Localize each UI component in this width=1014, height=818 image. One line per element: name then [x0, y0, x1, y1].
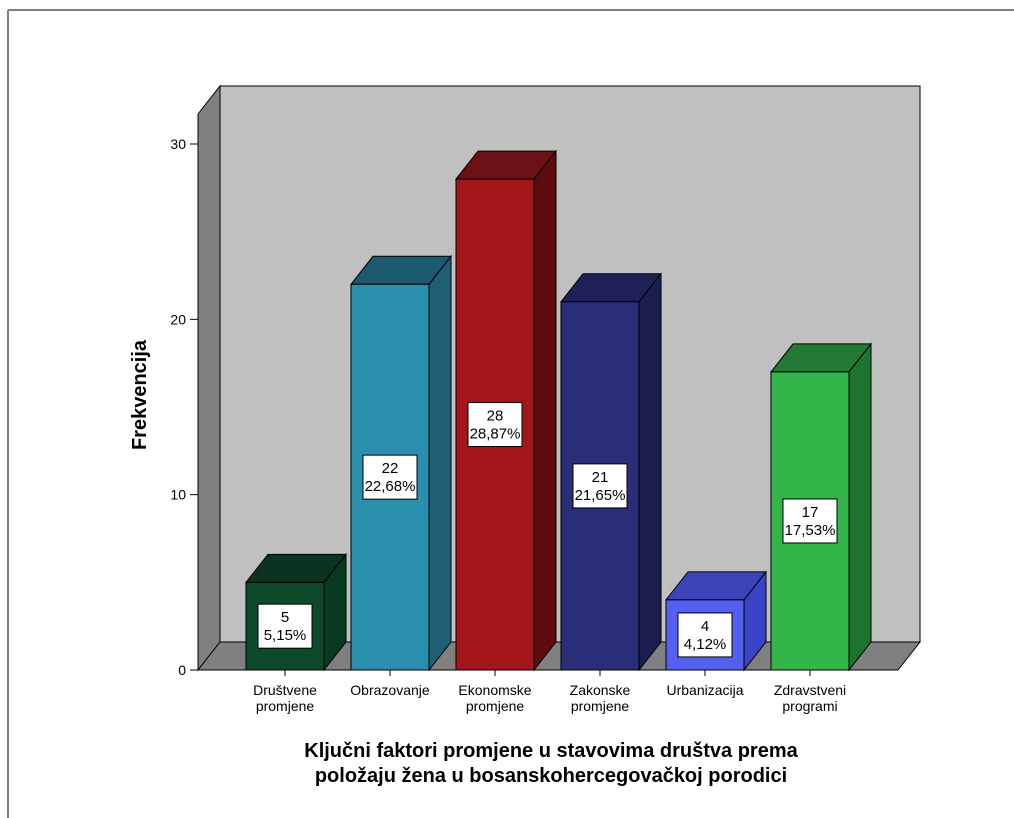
data-label-count: 17 — [802, 504, 819, 521]
x-tick-label: Ekonomske — [458, 682, 531, 698]
x-tick-label: Obrazovanje — [350, 682, 430, 698]
x-axis-title-line-1: Ključni faktori promjene u stavovima dru… — [304, 740, 798, 762]
data-label-box — [782, 498, 838, 544]
data-label-count: 28 — [487, 408, 504, 425]
x-tick-label: Zdravstveni — [774, 682, 846, 698]
data-label-box — [362, 454, 418, 500]
y-tick-label: 0 — [178, 662, 186, 678]
data-label-box — [677, 612, 733, 658]
data-label: 44,12% — [677, 612, 733, 658]
bar — [244, 552, 348, 672]
bar-side — [428, 254, 452, 672]
y-tick-label: 30 — [170, 136, 186, 152]
data-label-percent: 28,87% — [470, 426, 521, 443]
x-tick-label: Društvene — [253, 682, 317, 698]
bar-side — [848, 342, 872, 672]
data-label-percent: 21,65% — [575, 487, 626, 504]
x-axis-title-line-2: položaju žena u bosanskohercegovačkoj po… — [315, 765, 787, 787]
x-tick-label: Urbanizacija — [666, 682, 743, 698]
x-tick-label: promjene — [571, 698, 630, 714]
data-label-count: 4 — [701, 618, 709, 635]
data-label: 55,15% — [257, 603, 313, 649]
data-label-box — [467, 402, 523, 448]
data-label-percent: 4,12% — [684, 636, 727, 653]
x-tick-label: promjene — [466, 698, 525, 714]
x-tick-label: programi — [782, 698, 837, 714]
bar-side — [533, 149, 557, 672]
data-label-count: 22 — [382, 460, 399, 477]
data-label-percent: 17,53% — [785, 522, 836, 539]
side-wall — [197, 84, 221, 672]
x-tick-label: Zakonske — [570, 682, 631, 698]
data-label-count: 21 — [592, 469, 609, 486]
y-axis: 0 10 20 30 — [170, 136, 199, 678]
bar-side — [638, 272, 662, 672]
y-tick-label: 20 — [170, 311, 186, 327]
y-tick-label: 10 — [170, 487, 186, 503]
data-label-percent: 5,15% — [264, 627, 307, 644]
y-axis-title: Frekvencija — [129, 339, 151, 450]
data-label-percent: 22,68% — [365, 478, 416, 495]
x-tick-label: promjene — [256, 698, 315, 714]
data-label-box — [257, 603, 313, 649]
data-label-box — [572, 463, 628, 509]
data-label-count: 5 — [281, 609, 289, 626]
